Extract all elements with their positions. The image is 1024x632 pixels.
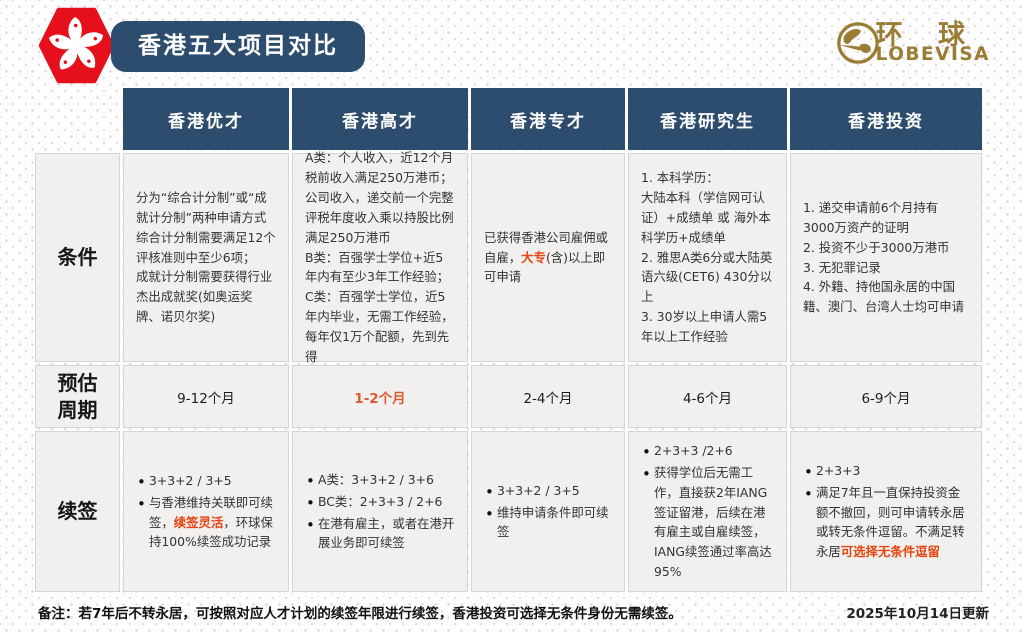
- brand-name-en: LOBEVISA: [875, 43, 990, 65]
- column-header-2: 香港高才: [292, 88, 468, 150]
- condition-cell: 已获得香港公司雇佣或自雇，大专(含)以上即可申请: [471, 153, 625, 362]
- brand-text: 环 球 LOBEVISA: [876, 22, 990, 65]
- condition-cell: 分为“综合计分制”或“成就计分制”两种申请方式 综合计分制需要满足12个评核准则中…: [123, 153, 289, 362]
- column-header-1: 香港优才: [123, 88, 289, 150]
- condition-cell: A类：个人收入，近12个月税前收入满足250万港币；公司收入，递交前一个完整评税…: [292, 150, 468, 364]
- brand-name-cn: 环 球: [875, 19, 978, 51]
- table-corner: [35, 88, 120, 150]
- page-title: 香港五大项目对比: [111, 21, 365, 72]
- renewal-cell: 2+3+3满足7年且一直保持投资金额不撤回，则可申请转永居或转无条件逗留。不满足…: [790, 431, 982, 592]
- period-cell: 9-12个月: [123, 365, 289, 428]
- period-cell: 6-9个月: [790, 365, 982, 428]
- globevisa-logo: 环 球 LOBEVISA: [835, 20, 990, 66]
- period-cell: 1-2个月: [292, 365, 468, 428]
- row-label-renewal: 续签: [35, 431, 120, 592]
- condition-cell: 1. 递交申请前6个月持有3000万资产的证明 2. 投资不少于3000万港币 3.…: [790, 153, 982, 362]
- footer-note: 备注：若7年后不转永居，可按照对应人才计划的续签年限进行续签，香港投资可选择无条…: [38, 606, 682, 622]
- period-cell: 2-4个月: [471, 365, 625, 428]
- comparison-table: 香港优才 香港高才 香港专才 香港研究生 香港投资条件 分为“综合计分制”或“成就计分制”…: [35, 88, 982, 592]
- period-cell: 4-6个月: [628, 365, 787, 428]
- column-header-4: 香港研究生: [628, 88, 787, 150]
- globe-icon: [836, 22, 879, 64]
- row-label-condition: 条件: [35, 153, 120, 362]
- row-label-period: 预估 周期: [35, 365, 120, 428]
- condition-cell: 1. 本科学历： 大陆本科（学信网可认证）+成绩单 或 海外本科学历+成绩单 2. …: [628, 153, 787, 362]
- column-header-3: 香港专才: [471, 88, 625, 150]
- renewal-cell: 3+3+2 / 3+5维持申请条件即可续签: [471, 431, 625, 592]
- renewal-cell: 2+3+3 /2+6获得学位后无需工作，直接获2年IANG签证留港，后续在港有雇…: [628, 431, 787, 592]
- column-header-5: 香港投资: [790, 88, 982, 150]
- renewal-cell: 3+3+2 / 3+5与香港维持关联即可续签，续签灵活，环球保持100%续签成功…: [123, 431, 289, 592]
- footer-date: 2025年10月14日更新: [846, 606, 989, 622]
- hk-bauhinia-flag-icon: [38, 7, 115, 84]
- renewal-cell: A类：3+3+2 / 3+6BC类：2+3+3 / 2+6在港有雇主，或者在港开…: [292, 431, 468, 592]
